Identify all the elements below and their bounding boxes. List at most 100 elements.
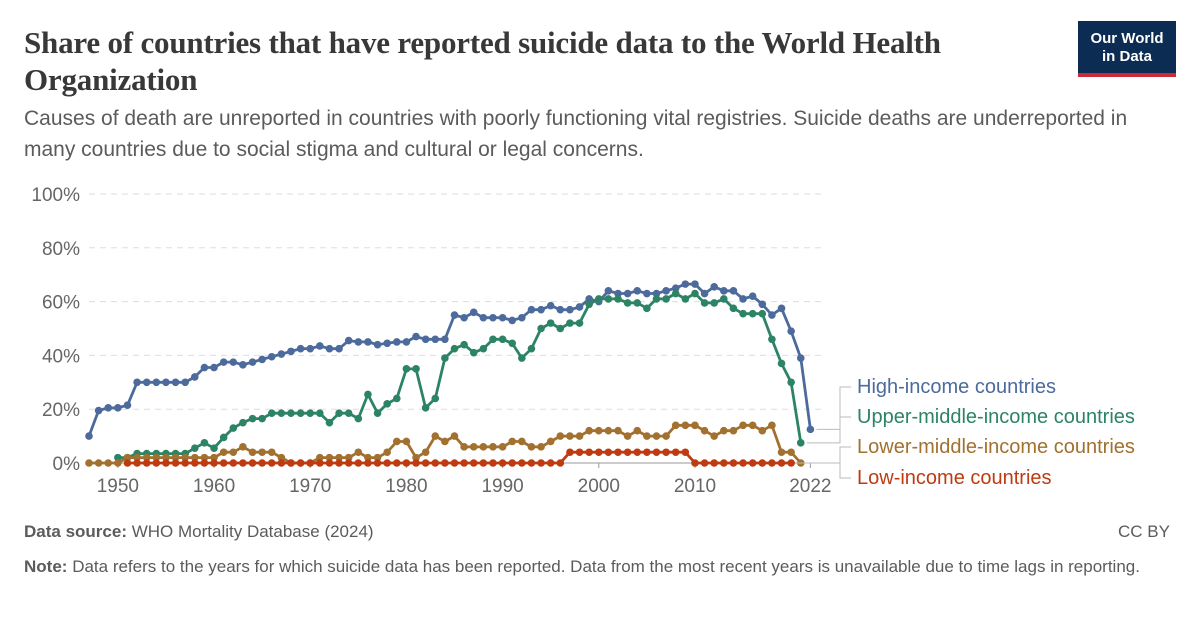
data-point[interactable] <box>191 459 199 467</box>
data-point[interactable] <box>710 432 718 440</box>
data-point[interactable] <box>94 459 103 467</box>
data-point[interactable] <box>508 316 517 325</box>
data-point[interactable] <box>748 459 757 467</box>
data-point[interactable] <box>585 448 593 457</box>
data-point[interactable] <box>123 453 132 462</box>
data-point[interactable] <box>392 338 401 346</box>
data-point[interactable] <box>412 332 420 341</box>
data-point[interactable] <box>325 453 334 462</box>
data-point[interactable] <box>643 304 651 313</box>
data-point[interactable] <box>421 459 430 467</box>
data-point[interactable] <box>681 295 690 303</box>
data-point[interactable] <box>402 459 411 467</box>
data-point[interactable] <box>306 344 315 353</box>
data-point[interactable] <box>758 459 767 467</box>
data-point[interactable] <box>441 335 449 344</box>
data-point[interactable] <box>489 335 497 344</box>
data-point[interactable] <box>152 378 161 387</box>
data-point[interactable] <box>431 335 440 344</box>
data-point[interactable] <box>518 313 526 322</box>
data-point[interactable] <box>200 459 209 467</box>
data-point[interactable] <box>489 443 497 451</box>
data-point[interactable] <box>777 359 786 368</box>
data-point[interactable] <box>248 414 257 423</box>
data-point[interactable] <box>354 448 363 457</box>
data-point[interactable] <box>671 448 680 457</box>
data-point[interactable] <box>681 280 690 288</box>
data-point[interactable] <box>566 319 574 327</box>
data-point[interactable] <box>614 289 622 298</box>
data-point[interactable] <box>181 453 189 462</box>
data-point[interactable] <box>114 453 122 462</box>
data-point[interactable] <box>729 287 738 295</box>
data-point[interactable] <box>594 295 603 303</box>
data-point[interactable] <box>729 459 738 467</box>
data-point[interactable] <box>537 305 545 314</box>
data-point[interactable] <box>623 299 632 307</box>
data-point[interactable] <box>85 432 93 440</box>
data-point[interactable] <box>556 324 565 333</box>
legend-label-low-income[interactable]: Low-income countries <box>857 467 1052 489</box>
data-point[interactable] <box>383 448 391 457</box>
data-point[interactable] <box>123 401 132 409</box>
data-point[interactable] <box>748 292 757 301</box>
data-point[interactable] <box>114 459 122 467</box>
data-point[interactable] <box>210 453 218 462</box>
data-point[interactable] <box>691 289 699 298</box>
data-point[interactable] <box>287 409 295 418</box>
data-point[interactable] <box>229 448 238 457</box>
data-point[interactable] <box>162 459 170 467</box>
data-point[interactable] <box>633 299 642 307</box>
data-point[interactable] <box>296 344 305 353</box>
data-point[interactable] <box>364 338 372 346</box>
data-point[interactable] <box>373 409 382 418</box>
data-point[interactable] <box>431 394 440 403</box>
data-point[interactable] <box>171 378 180 387</box>
data-point[interactable] <box>344 336 353 345</box>
data-point[interactable] <box>181 459 189 467</box>
data-point[interactable] <box>768 421 776 430</box>
data-point[interactable] <box>537 443 545 451</box>
data-point[interactable] <box>402 365 411 373</box>
data-point[interactable] <box>681 421 690 430</box>
data-point[interactable] <box>739 295 747 303</box>
data-point[interactable] <box>402 338 411 346</box>
data-point[interactable] <box>421 448 430 457</box>
data-point[interactable] <box>133 459 141 467</box>
data-point[interactable] <box>508 339 517 348</box>
data-point[interactable] <box>537 459 545 467</box>
data-point[interactable] <box>142 459 151 467</box>
data-point[interactable] <box>441 437 449 446</box>
data-point[interactable] <box>210 444 218 453</box>
data-point[interactable] <box>566 432 574 440</box>
data-point[interactable] <box>248 459 257 467</box>
data-point[interactable] <box>681 448 690 457</box>
data-point[interactable] <box>325 418 334 427</box>
data-point[interactable] <box>710 299 718 307</box>
data-point[interactable] <box>729 426 738 435</box>
data-point[interactable] <box>421 335 430 344</box>
data-point[interactable] <box>239 443 247 451</box>
data-point[interactable] <box>720 459 728 467</box>
data-point[interactable] <box>219 448 228 457</box>
data-point[interactable] <box>787 448 795 457</box>
data-point[interactable] <box>441 354 449 362</box>
data-point[interactable] <box>219 459 228 467</box>
data-point[interactable] <box>392 437 401 446</box>
data-point[interactable] <box>758 426 767 435</box>
data-point[interactable] <box>518 354 526 362</box>
data-point[interactable] <box>489 313 497 322</box>
data-point[interactable] <box>662 448 670 457</box>
data-point[interactable] <box>364 459 372 467</box>
source-text[interactable]: WHO Mortality Database (2024) <box>131 522 374 541</box>
data-point[interactable] <box>739 309 747 318</box>
data-point[interactable] <box>498 443 507 451</box>
data-point[interactable] <box>162 453 170 462</box>
data-point[interactable] <box>508 459 517 467</box>
data-point[interactable] <box>373 459 382 467</box>
data-point[interactable] <box>383 459 391 467</box>
data-point[interactable] <box>546 459 555 467</box>
data-point[interactable] <box>546 437 555 446</box>
data-point[interactable] <box>758 300 767 309</box>
data-point[interactable] <box>210 363 218 372</box>
